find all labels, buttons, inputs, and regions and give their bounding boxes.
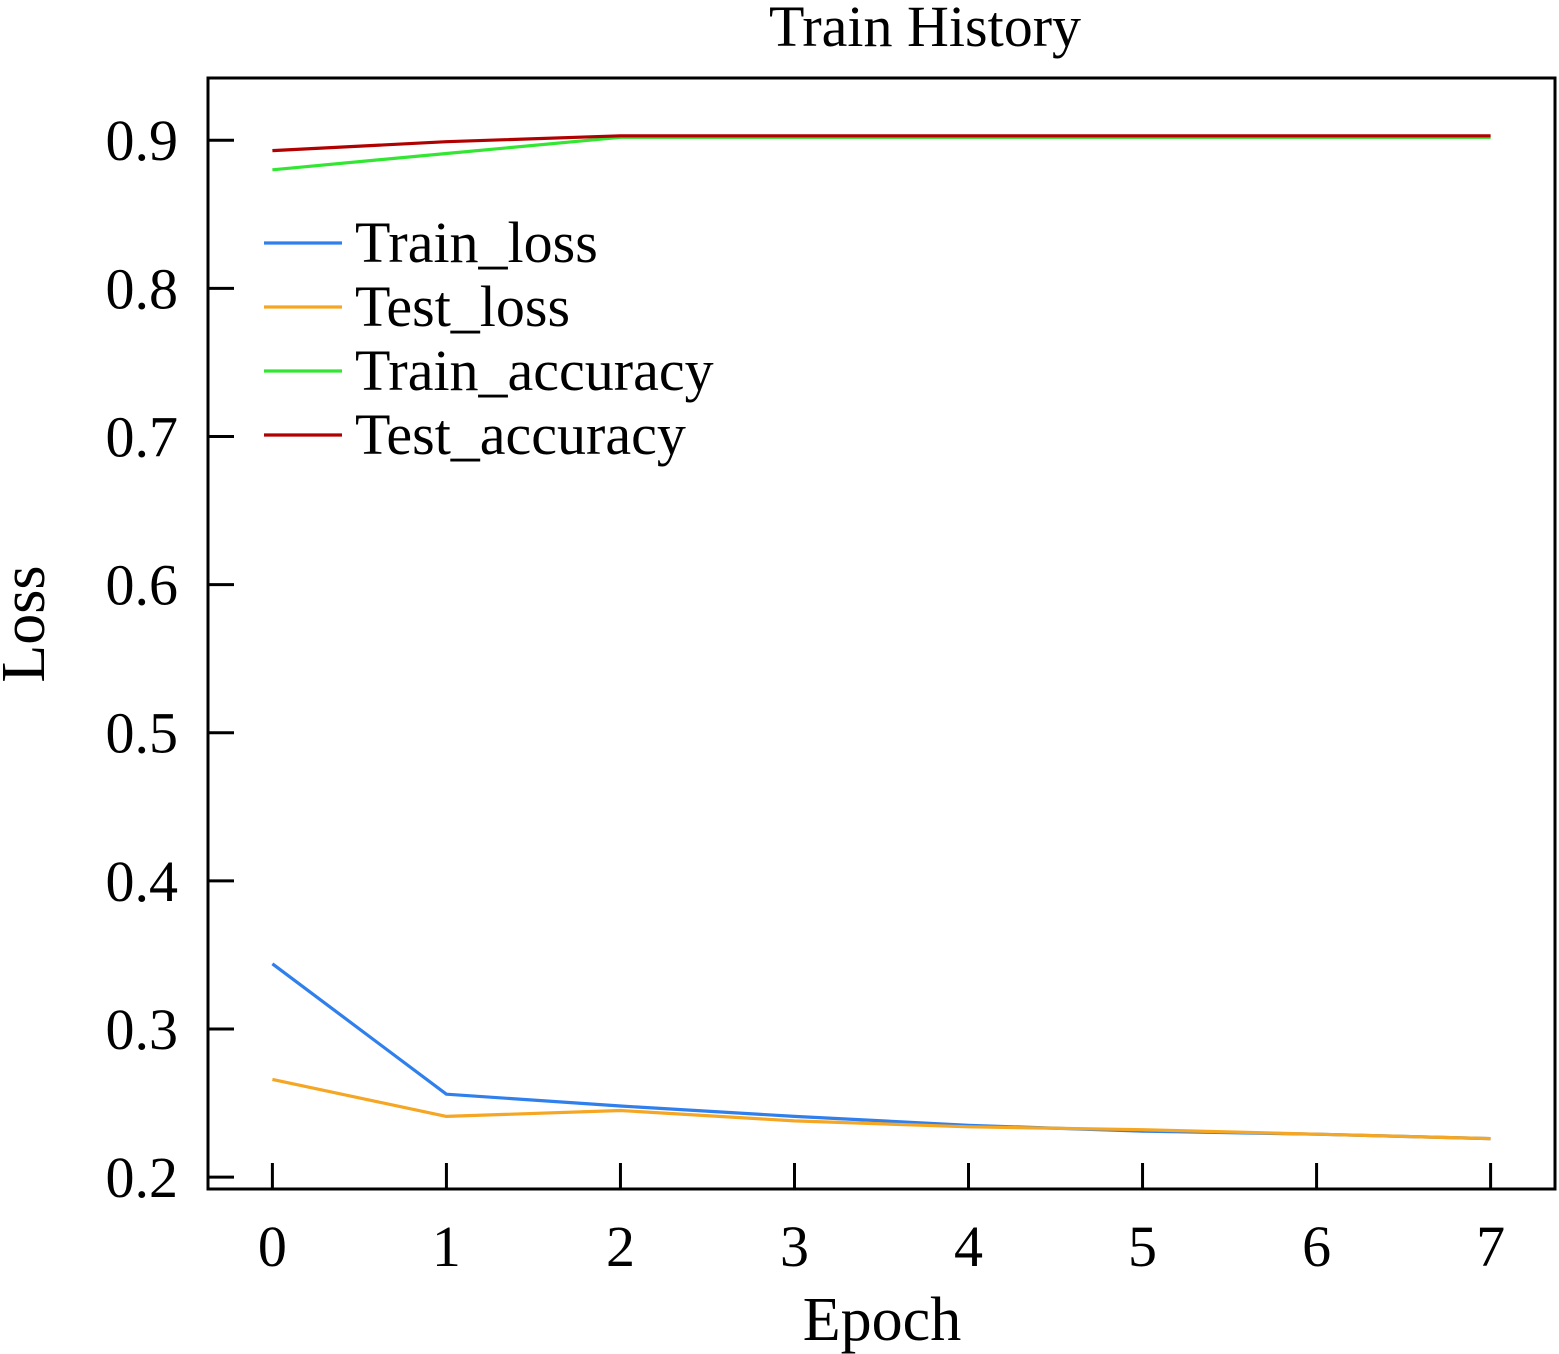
y-tick-label: 0.9 <box>106 108 179 173</box>
x-tick-label: 1 <box>432 1214 461 1279</box>
chart-title: Train History <box>769 0 1081 59</box>
x-tick-label: 3 <box>780 1214 809 1279</box>
x-tick-label: 5 <box>1128 1214 1157 1279</box>
x-tick-label: 7 <box>1476 1214 1505 1279</box>
legend: Train_lossTest_lossTrain_accuracyTest_ac… <box>264 210 714 467</box>
x-tick-label: 0 <box>258 1214 287 1279</box>
x-tick-label: 2 <box>606 1214 635 1279</box>
x-tick-label: 4 <box>954 1214 983 1279</box>
legend-label: Test_loss <box>355 274 570 339</box>
series-line-test-accuracy <box>272 134 1491 153</box>
legend-label: Train_loss <box>355 210 598 275</box>
y-tick-label: 0.3 <box>106 997 179 1062</box>
x-axis: 0 1 2 3 4 5 6 7 <box>258 1163 1505 1279</box>
series-line-test-loss <box>272 1077 1491 1141</box>
x-tick-label: 6 <box>1302 1214 1331 1279</box>
y-axis-label: Loss <box>0 565 58 682</box>
x-axis-label: Epoch <box>803 1286 961 1354</box>
series-layer <box>271 134 1491 1141</box>
y-tick-label: 0.2 <box>106 1145 179 1210</box>
series-line-train-loss <box>271 962 1491 1141</box>
y-tick-label: 0.6 <box>106 553 179 618</box>
y-tick-label: 0.7 <box>106 404 179 469</box>
y-tick-label: 0.4 <box>106 849 179 914</box>
legend-label: Train_accuracy <box>355 338 714 403</box>
legend-label: Test_accuracy <box>355 402 686 467</box>
y-tick-label: 0.8 <box>106 256 179 321</box>
y-axis: 0.2 0.3 0.4 0.5 0.6 0.7 0.8 0.9 <box>106 108 234 1210</box>
plot-frame <box>206 76 1557 1191</box>
y-tick-label: 0.5 <box>106 701 179 766</box>
